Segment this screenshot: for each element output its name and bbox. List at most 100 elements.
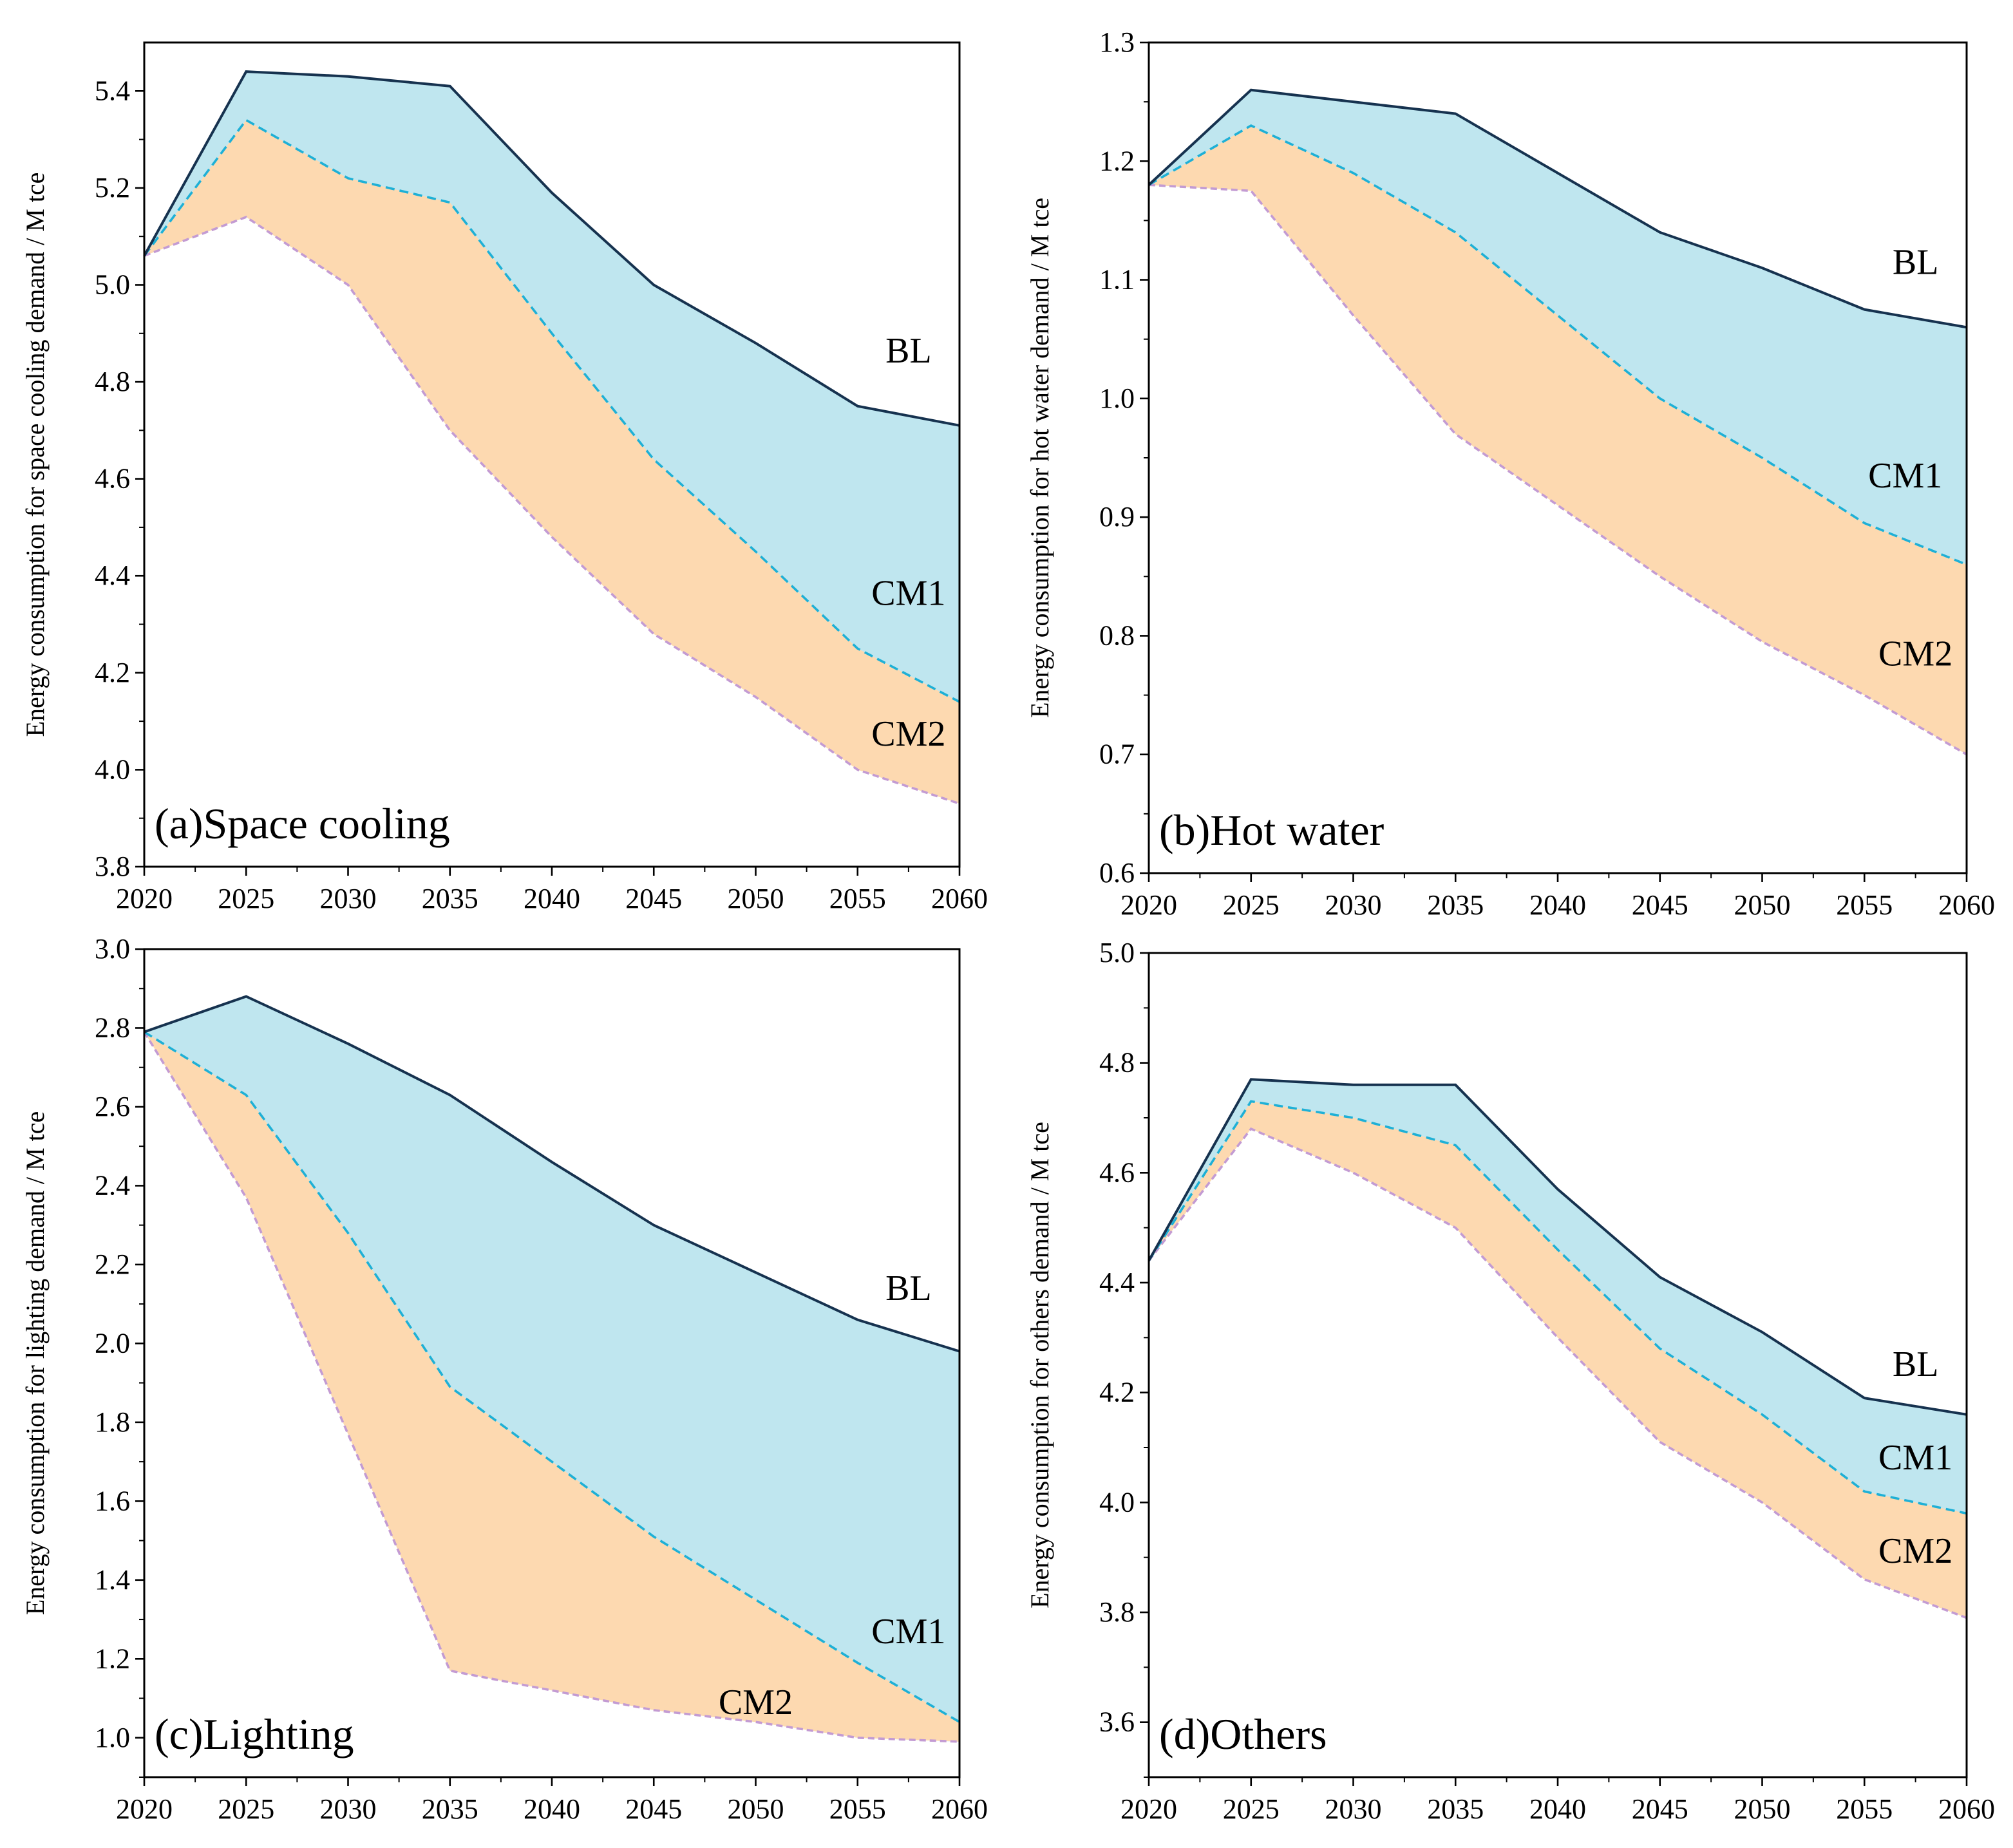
- y-tick-label: 2.8: [95, 1012, 130, 1043]
- y-tick-label: 3.8: [95, 851, 130, 882]
- x-tick-label: 2060: [931, 883, 988, 914]
- x-tick-label: 2030: [1325, 889, 1382, 921]
- y-tick-label: 2.0: [95, 1327, 130, 1359]
- x-tick-label: 2020: [116, 883, 173, 914]
- series-label-cm1: CM1: [1868, 456, 1942, 496]
- x-tick-label: 2035: [1427, 1793, 1484, 1825]
- x-tick-label: 2060: [931, 1793, 988, 1825]
- y-tick-label: 4.0: [1099, 1486, 1135, 1518]
- x-tick-label: 2030: [320, 883, 377, 914]
- x-tick-label: 2055: [829, 883, 886, 914]
- x-tick-label: 2025: [218, 883, 274, 914]
- y-tick-label: 1.1: [1099, 264, 1135, 296]
- y-tick-label: 4.8: [95, 366, 130, 397]
- y-tick-label: 4.6: [1099, 1156, 1135, 1188]
- x-tick-label: 2020: [1120, 889, 1177, 921]
- panel-b: 2020 2025 2030 2035 2040 2045 2050 2055 2060 0.6 0…: [1025, 26, 1995, 921]
- x-tick-label: 2025: [1223, 1793, 1280, 1825]
- panel-d: 2020 2025 2030 2035 2040 2045 2050 2055 2060 3.6 3…: [1025, 937, 1995, 1825]
- x-tick-label: 2025: [218, 1793, 274, 1825]
- x-tick-label: 2045: [1632, 1793, 1688, 1825]
- series-label-bl: BL: [885, 331, 932, 371]
- y-tick-label: 2.4: [95, 1169, 130, 1201]
- y-tick-label: 1.8: [95, 1406, 130, 1438]
- bl-line: [144, 995, 960, 1353]
- y-tick-label: 2.6: [95, 1091, 130, 1122]
- series-label-cm2: CM2: [1878, 634, 1952, 674]
- series-label-cm2: CM2: [871, 714, 945, 754]
- cm1-line: [1148, 124, 1967, 566]
- y-axis-label: Energy consumption for lighting demand /…: [21, 1111, 50, 1615]
- x-tick-label: 2020: [116, 1793, 173, 1825]
- cm1-line: [143, 118, 960, 703]
- y-axis-label: Energy consumption for space cooling dem…: [21, 173, 50, 737]
- y-tick-label: 5.0: [1099, 937, 1135, 968]
- y-tick-label: 1.6: [95, 1485, 130, 1516]
- y-tick-label: 4.0: [95, 753, 130, 785]
- cm2-line: [143, 1031, 960, 1743]
- bl-line: [143, 70, 960, 427]
- series-label-bl: BL: [1893, 1344, 1939, 1384]
- y-tick-label: 4.8: [1099, 1047, 1135, 1079]
- x-tick-label: 2025: [1223, 889, 1280, 921]
- x-tick-label: 2045: [625, 883, 682, 914]
- y-tick-label: 2.2: [95, 1249, 130, 1280]
- y-tick-label: 3.6: [1099, 1706, 1135, 1738]
- orange-area-cm1-cm2: [144, 120, 959, 804]
- y-axis-label: Energy consumption for hot water demand …: [1025, 198, 1054, 718]
- x-tick-label: 2055: [1836, 1793, 1893, 1825]
- series-label-bl: BL: [1893, 242, 1939, 282]
- y-tick-label: 0.7: [1099, 739, 1135, 770]
- cm2-line: [1148, 184, 1967, 756]
- y-tick-label: 0.9: [1099, 501, 1135, 533]
- blue-area-bl-cm1: [144, 996, 959, 1742]
- x-tick-label: 2060: [1938, 1793, 1995, 1825]
- panel-title: (b)Hot water: [1159, 806, 1385, 854]
- y-tick-label: 3.8: [1099, 1596, 1135, 1628]
- plot-frame: [1148, 952, 1968, 1778]
- cm1-line: [144, 1031, 960, 1723]
- y-tick-label: 5.4: [95, 75, 130, 106]
- x-tick-label: 2035: [1427, 889, 1484, 921]
- y-tick-label: 1.0: [1099, 382, 1135, 414]
- y-tick-label: 4.2: [1099, 1377, 1135, 1408]
- x-tick-label: 2035: [422, 1793, 478, 1825]
- y-tick-label: 1.2: [1099, 145, 1135, 176]
- orange-area-cm1-cm2: [1149, 1101, 1967, 1618]
- cm2-line: [144, 216, 960, 805]
- panel-a: 2020 2025 2030 2035 2040 2045 2050 2055 2060 3.8 4…: [21, 41, 988, 914]
- y-tick-label: 0.6: [1099, 857, 1135, 889]
- x-tick-label: 2050: [1734, 1793, 1791, 1825]
- y-tick-label: 1.4: [95, 1564, 130, 1596]
- x-tick-label: 2045: [625, 1793, 682, 1825]
- x-tick-label: 2030: [320, 1793, 377, 1825]
- x-tick-label: 2060: [1938, 889, 1995, 921]
- y-tick-label: 0.8: [1099, 619, 1135, 651]
- y-tick-label: 4.2: [95, 657, 130, 688]
- x-tick-label: 2055: [829, 1793, 886, 1825]
- y-tick-label: 4.4: [95, 560, 130, 591]
- cm1-line: [1148, 1100, 1967, 1515]
- x-tick-label: 2040: [524, 883, 580, 914]
- panel-c: 2020 2025 2030 2035 2040 2045 2050 2055 2060 1.0 1…: [21, 933, 988, 1825]
- panel-title: (c)Lighting: [155, 1710, 354, 1758]
- y-axis-label: Energy consumption for others demand / M…: [1025, 1122, 1054, 1608]
- y-tick-label: 4.6: [95, 463, 130, 495]
- series-label-cm1: CM1: [1878, 1438, 1952, 1478]
- x-tick-label: 2035: [422, 883, 478, 914]
- x-tick-label: 2050: [1734, 889, 1791, 921]
- x-tick-label: 2040: [1529, 1793, 1586, 1825]
- y-tick-label: 1.0: [95, 1722, 130, 1753]
- x-tick-label: 2050: [728, 883, 784, 914]
- series-label-cm2: CM2: [719, 1683, 793, 1722]
- y-tick-label: 1.3: [1099, 26, 1135, 58]
- x-tick-label: 2050: [728, 1793, 784, 1825]
- y-tick-label: 4.4: [1099, 1267, 1135, 1298]
- y-tick-label: 5.2: [95, 172, 130, 203]
- series-label-cm1: CM1: [871, 573, 945, 613]
- y-tick-label: 1.2: [95, 1643, 130, 1674]
- bl-line: [1148, 88, 1967, 329]
- series-label-cm2: CM2: [1878, 1531, 1952, 1571]
- x-tick-label: 2040: [524, 1793, 580, 1825]
